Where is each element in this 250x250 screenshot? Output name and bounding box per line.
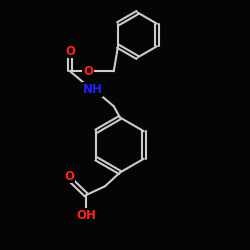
- Text: O: O: [65, 45, 75, 58]
- Text: NH: NH: [82, 83, 102, 96]
- Text: O: O: [64, 170, 74, 183]
- Text: OH: OH: [76, 209, 96, 222]
- Text: O: O: [83, 65, 93, 78]
